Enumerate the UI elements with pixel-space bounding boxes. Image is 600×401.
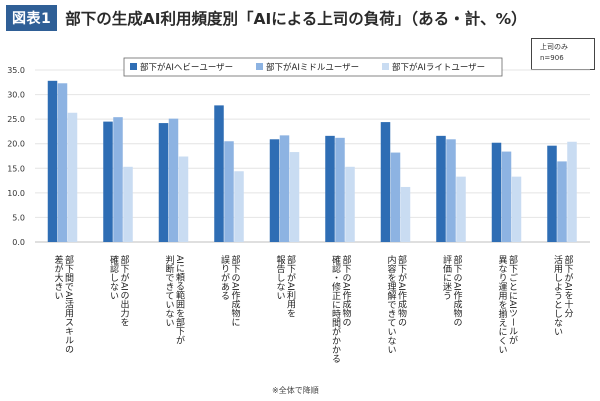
legend: 部下がAIヘビーユーザー 部下がAIミドルユーザー 部下がAIライトユーザー [123,57,503,77]
sample-group-label: 上司のみ [540,43,568,51]
y-tick-label: 35.0 [7,66,25,75]
legend-label: 部下がAIヘビーユーザー [140,62,233,73]
category-label: 部下がAI作成物の [396,254,407,327]
bar-middle [335,137,345,242]
category-label: 部下がAIを十分 [563,254,574,319]
category-label: 異なり運用を揃えにくい [497,255,508,354]
bar-heavy [103,121,113,242]
bar-middle [168,118,179,242]
y-tick-label: 10.0 [7,189,25,198]
bar-heavy [547,145,557,242]
category-label: 確認しない [108,254,119,300]
y-tick-label: 0.0 [12,238,25,247]
y-tick-label: 20.0 [7,140,25,149]
bar-heavy [158,123,169,242]
category-label: 確認・修正に時間がかかる [330,254,341,363]
bar-light [456,176,466,242]
bar-heavy [47,80,58,242]
y-tick-label: 30.0 [7,91,25,100]
bar-heavy [380,122,391,242]
bar-middle [501,151,512,242]
legend-swatch [130,63,137,70]
bar-heavy [269,139,280,242]
category-label: 部下がAI利用を [285,254,296,318]
category-label: 報告しない [275,255,286,300]
footnote: ※全体で降順 [272,386,319,395]
bar-light [234,171,244,242]
bar-light [400,186,411,242]
y-tick-label: 25.0 [7,115,25,124]
y-tick-label: 15.0 [7,164,25,173]
category-label: 差が大きい [53,254,64,300]
category-label: 評価に迷う [441,254,452,300]
bar-middle [446,139,456,242]
bars [47,80,577,242]
bar-heavy [436,135,446,242]
category-label: 部下ごとにAIツールが [507,254,518,345]
bar-heavy [325,135,335,242]
category-label: 部下のAI作成物の [341,254,352,327]
bar-middle [279,135,290,242]
legend-label: 部下がAIミドルユーザー [266,62,359,73]
legend-box [123,57,503,77]
bar-light [67,112,78,242]
bar-light [511,176,522,242]
bar-light [289,152,300,242]
category-label: 誤りがある [219,254,230,300]
bar-middle [57,83,68,242]
title-row: 図表1 部下の生成AI利用頻度別「AIによる上司の負荷」（ある・計、%） [6,5,527,31]
category-label: 部下がAIの出力を [119,254,130,327]
bar-light [345,166,355,242]
figure-badge: 図表1 [6,5,58,31]
category-label: 活用しようとしない [552,254,563,336]
sample-size-label: n=906 [540,54,564,62]
bar-light [123,166,133,242]
chart-title: 部下の生成AI利用頻度別「AIによる上司の負荷」（ある・計、%） [65,10,527,28]
category-label: 部下のAI作成物に [230,254,241,327]
legend-swatch [382,63,389,70]
legend-label: 部下がAIライトユーザー [392,62,485,73]
bar-middle [224,141,234,242]
category-label: 部下のAI作成物の [452,254,463,327]
bar-light [567,141,577,242]
bar-light [178,156,189,242]
bar-middle [390,152,401,242]
bar-middle [113,117,123,242]
category-label: 内容を理解できていない [386,254,397,354]
category-label: 判断できていない [164,254,175,327]
category-label: 部下間でAI活用スキルの [63,254,74,354]
bar-heavy [214,105,224,242]
y-axis: 0.0 5.0 10.0 15.0 20.0 25.0 30.0 35.0 [7,66,25,247]
y-tick-label: 5.0 [12,213,25,222]
bar-heavy [491,142,502,242]
category-label: AIに頼る範囲を部下が [174,255,185,345]
legend-swatch [256,63,263,70]
bar-middle [557,161,567,242]
